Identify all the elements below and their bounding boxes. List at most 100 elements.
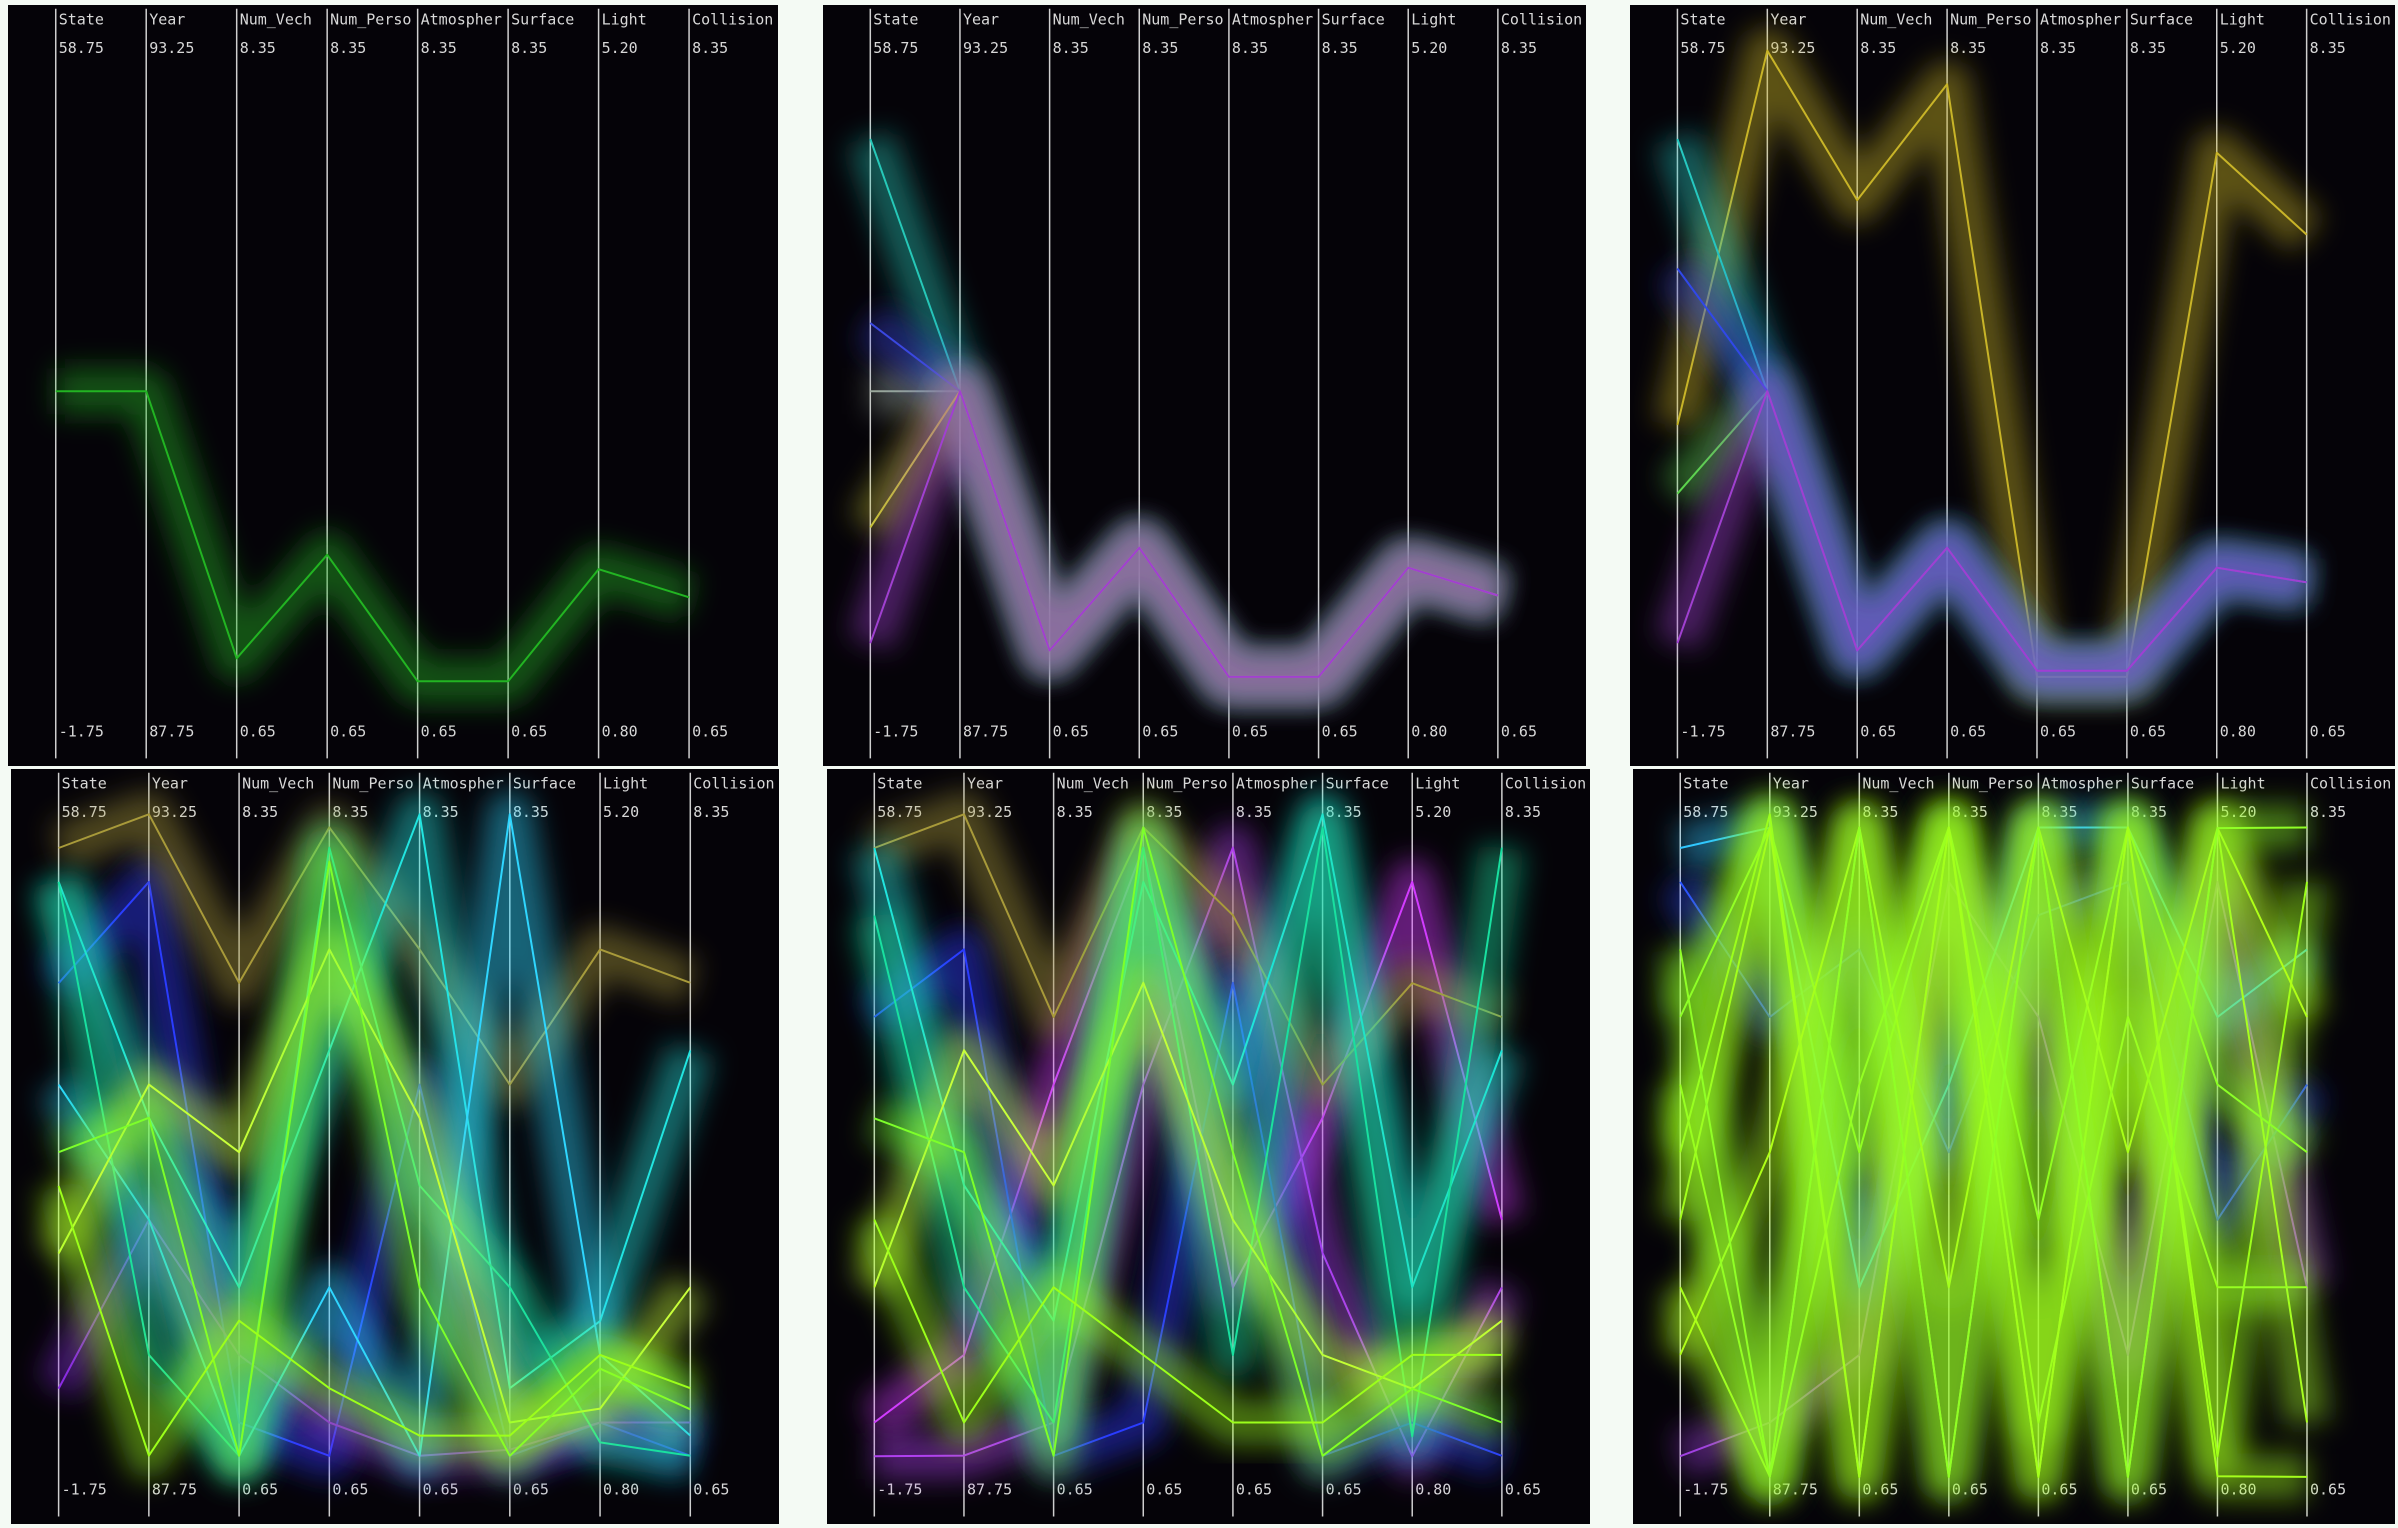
axis-name: Num_Vech — [1057, 775, 1129, 793]
axis-tick-label: 5.20 — [2220, 39, 2256, 57]
axis-tick-label: 0.65 — [2310, 722, 2346, 740]
axis-tick-label: 0.65 — [1057, 1481, 1093, 1499]
axis-tick-label: 0.65 — [421, 722, 457, 740]
axis-name: Surface — [1326, 775, 1389, 793]
chart: State-1.7558.75Year87.7593.25Num_Vech0.6… — [8, 5, 778, 766]
axis-name: Collision — [2310, 775, 2391, 793]
axis-name: Surface — [2131, 775, 2194, 793]
line-glow — [56, 391, 689, 681]
axis-name: Num_Vech — [240, 11, 312, 29]
axis-tick-label: 0.65 — [1860, 722, 1896, 740]
axis-tick-label: 0.65 — [1142, 722, 1178, 740]
axis-name: Year — [963, 11, 999, 29]
axis-tick-label: 0.65 — [1236, 1481, 1272, 1499]
axis-tick-label: 5.20 — [603, 803, 639, 821]
axis-tick-label: 5.20 — [1411, 39, 1447, 57]
axis-tick-label: 93.25 — [963, 39, 1008, 57]
axis-tick-label: -1.75 — [873, 722, 918, 740]
axis-name: State — [62, 775, 107, 793]
axis-tick-label: 5.20 — [602, 39, 638, 57]
axis-tick-label: 0.80 — [602, 722, 638, 740]
chart: State-1.7558.75Year87.7593.25Num_Vech0.6… — [827, 769, 1590, 1524]
page: {"chart_data": [ {"type": "parallel", "d… — [0, 0, 2398, 1528]
chart: State-1.7558.75Year87.7593.25Num_Vech0.6… — [823, 5, 1586, 766]
axis-tick-label: 58.75 — [1680, 39, 1725, 57]
axis-tick-label: 0.65 — [1322, 722, 1358, 740]
axis-tick-label: 8.35 — [1236, 803, 1272, 821]
axis-tick-label: 8.35 — [1232, 39, 1268, 57]
axis-name: Num_Perso — [1952, 775, 2033, 793]
axis-name: Collision — [693, 775, 774, 793]
axis-tick-label: 0.80 — [1411, 722, 1447, 740]
axis-tick-label: 8.35 — [1322, 39, 1358, 57]
axis-name: Num_Vech — [1862, 775, 1934, 793]
axis-name: Collision — [2310, 11, 2391, 29]
axis-tick-label: 8.35 — [1142, 39, 1178, 57]
axis-tick-label: 87.75 — [963, 722, 1008, 740]
axis-name: Year — [1770, 11, 1806, 29]
axis-name: Num_Vech — [1053, 11, 1125, 29]
axis-name: Surface — [511, 11, 574, 29]
axis-tick-label: 0.65 — [1950, 722, 1986, 740]
axis-name: Atmospher — [1236, 775, 1317, 793]
axis-tick-label: 87.75 — [149, 722, 194, 740]
axis-tick-label: 8.35 — [1053, 39, 1089, 57]
axis-name: Surface — [1322, 11, 1385, 29]
axis-name: Num_Perso — [1146, 775, 1227, 793]
axis-tick-label: 8.35 — [2310, 803, 2346, 821]
axis-tick-label: 0.65 — [693, 1481, 729, 1499]
axis-tick-label: 0.65 — [1501, 722, 1537, 740]
axis-name: Year — [149, 11, 185, 29]
axis-name: Light — [1415, 775, 1460, 793]
axis-tick-label: 0.65 — [2130, 722, 2166, 740]
axis-name: Num_Perso — [332, 775, 413, 793]
axis-name: Year — [967, 775, 1003, 793]
axis-name: Surface — [2130, 11, 2193, 29]
axis-tick-label: -1.75 — [59, 722, 104, 740]
axis-tick-label: 0.80 — [603, 1481, 639, 1499]
axis-name: State — [1683, 775, 1728, 793]
axis-name: Num_Perso — [1142, 11, 1223, 29]
axis-tick-label: 0.65 — [330, 722, 366, 740]
chart: State-1.7558.75Year87.7593.25Num_Vech0.6… — [11, 769, 779, 1524]
axis-tick-label: 87.75 — [967, 1481, 1012, 1499]
chart-panel: State-1.7558.75Year87.7593.25Num_Vech0.6… — [823, 5, 1586, 766]
axis-tick-label: 8.35 — [421, 39, 457, 57]
axis-tick-label: 8.35 — [330, 39, 366, 57]
axis-name: Collision — [1505, 775, 1586, 793]
axis-name: State — [1680, 11, 1725, 29]
axis-tick-label: 5.20 — [1415, 803, 1451, 821]
axis-name: Num_Vech — [1860, 11, 1932, 29]
axis-name: State — [873, 11, 918, 29]
axis-tick-label: 93.25 — [149, 39, 194, 57]
axis-name: Atmospher — [421, 11, 502, 29]
axis-name: Light — [2220, 11, 2265, 29]
axis-tick-label: -1.75 — [62, 1481, 107, 1499]
axis-tick-label: -1.75 — [877, 1481, 922, 1499]
axis-tick-label: 0.65 — [1505, 1481, 1541, 1499]
axis-tick-label: 0.65 — [511, 722, 547, 740]
axis-tick-label: 0.65 — [2310, 1481, 2346, 1499]
axis-tick-label: 8.35 — [242, 803, 278, 821]
axis-tick-label: 8.35 — [240, 39, 276, 57]
axis-tick-label: 8.35 — [1860, 39, 1896, 57]
axis-name: Year — [152, 775, 188, 793]
axis-name: Atmospher — [2041, 775, 2122, 793]
axis-tick-label: 0.65 — [1326, 1481, 1362, 1499]
axis-tick-label: 0.65 — [1053, 722, 1089, 740]
axis-tick-label: 0.65 — [423, 1481, 459, 1499]
chart-panel: State-1.7558.75Year87.7593.25Num_Vech0.6… — [11, 769, 779, 1524]
axis-tick-label: 8.35 — [1950, 39, 1986, 57]
axis-tick-label: 8.35 — [2310, 39, 2346, 57]
axis-name: Atmospher — [423, 775, 504, 793]
axis-tick-label: 8.35 — [692, 39, 728, 57]
axis-name: Num_Perso — [330, 11, 411, 29]
axis-tick-label: 0.65 — [513, 1481, 549, 1499]
axis-tick-label: 0.65 — [332, 1481, 368, 1499]
axis-tick-label: 0.65 — [240, 722, 276, 740]
axis-name: Surface — [513, 775, 576, 793]
